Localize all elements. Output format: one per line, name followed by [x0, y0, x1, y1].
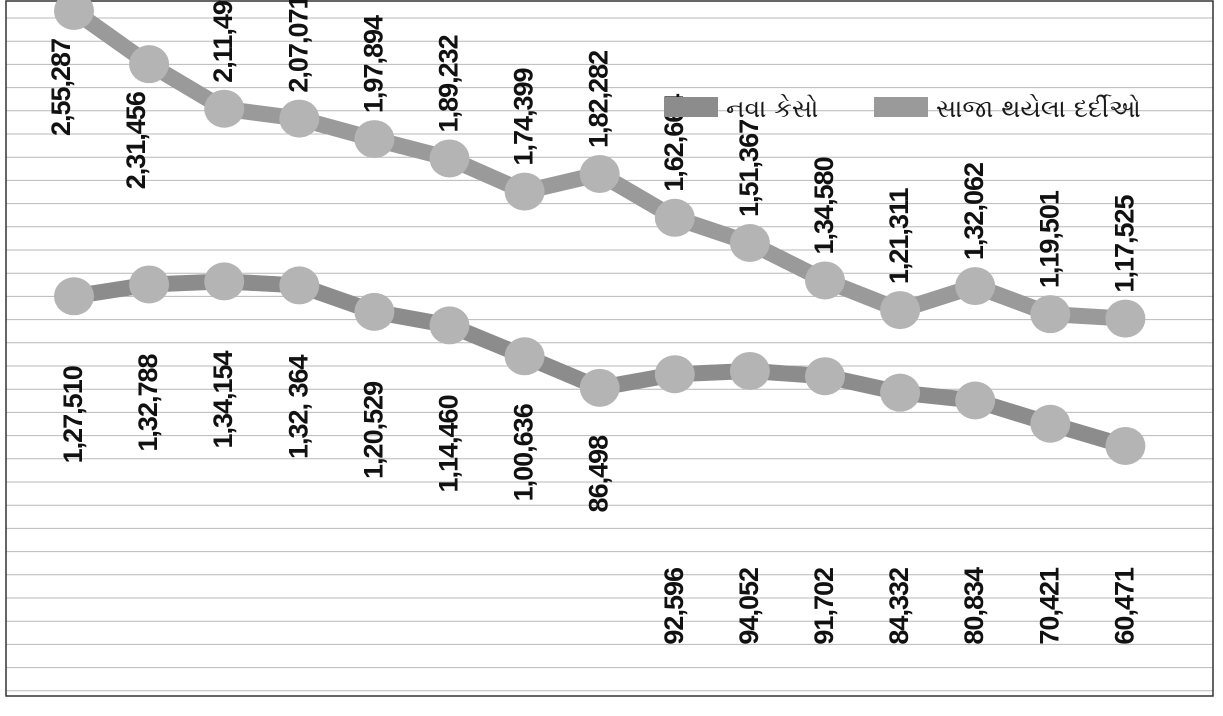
data-label-new-cases: 92,596: [659, 567, 689, 645]
marker-recovered: [204, 89, 245, 128]
marker-recovered: [354, 120, 395, 159]
marker-new-cases: [129, 265, 170, 304]
legend-label-recovered: સાજા થયેલા દર્દીઓ: [936, 94, 1141, 123]
marker-new-cases: [429, 306, 470, 345]
marker-recovered: [504, 172, 545, 211]
legend-swatch-new-cases: [664, 97, 718, 117]
marker-new-cases: [279, 266, 320, 305]
series-layer: [54, 0, 1146, 465]
marker-recovered: [1105, 299, 1146, 338]
marker-new-cases: [354, 292, 395, 331]
data-label-layer: 1,27,510 1,32,788 1,34,154 1,32, 364 1,20,52…: [46, 0, 1139, 645]
legend: નવા કેસો સાજા થયેલા દર્દીઓ: [664, 94, 1141, 123]
data-label-new-cases: 1,20,529: [358, 381, 388, 479]
marker-new-cases: [579, 368, 620, 407]
marker-new-cases: [880, 373, 921, 412]
data-label-recovered: 1,17,525: [1109, 194, 1139, 292]
marker-new-cases: [504, 337, 545, 376]
data-label-new-cases: 86,498: [584, 435, 614, 513]
marker-new-cases: [955, 381, 996, 420]
data-label-recovered: 1,19,501: [1034, 190, 1064, 288]
data-label-recovered: 2,31,456: [121, 91, 151, 189]
data-label-new-cases: 91,702: [809, 568, 839, 645]
legend-label-new-cases: નવા કેસો: [726, 94, 818, 123]
data-label-recovered: 1,74,399: [509, 67, 539, 165]
marker-new-cases: [1030, 404, 1071, 443]
data-label-new-cases: 70,421: [1034, 567, 1064, 645]
data-label-new-cases: 1,00,636: [509, 403, 539, 501]
data-label-new-cases: 1,32, 364: [283, 354, 313, 459]
marker-recovered: [805, 261, 845, 300]
legend-swatch-recovered: [874, 97, 928, 117]
marker-new-cases: [54, 277, 94, 316]
data-label-recovered: 1,97,894: [358, 15, 388, 113]
marker-recovered: [1030, 295, 1071, 334]
marker-recovered: [955, 267, 996, 306]
marker-recovered: [880, 291, 921, 330]
marker-new-cases: [1105, 426, 1146, 465]
marker-new-cases: [805, 357, 845, 396]
data-label-recovered: 1,32,062: [959, 163, 989, 260]
data-label-new-cases: 80,834: [959, 567, 989, 645]
data-label-new-cases: 1,27,510: [58, 366, 88, 463]
data-label-new-cases: 94,052: [734, 568, 764, 645]
marker-recovered: [579, 154, 620, 193]
data-label-recovered: 2,11,499: [208, 0, 238, 83]
marker-recovered: [429, 139, 470, 178]
data-label-new-cases: 84,332: [884, 568, 914, 645]
data-label-recovered: 1,34,580: [809, 157, 839, 254]
marker-recovered: [279, 99, 320, 138]
marker-recovered: [729, 223, 770, 262]
plot-frame: [5, 0, 1214, 697]
marker-recovered: [654, 198, 695, 237]
data-label-new-cases: 1,14,460: [434, 395, 464, 492]
data-label-recovered: 2,07,071: [283, 0, 313, 93]
data-label-recovered: 1,89,232: [434, 35, 464, 132]
marker-recovered: [54, 0, 94, 30]
marker-new-cases: [729, 351, 770, 390]
marker-new-cases: [654, 355, 695, 394]
data-label-new-cases: 1,32,788: [133, 354, 163, 452]
data-label-new-cases: 1,34,154: [208, 350, 238, 448]
data-label-recovered: 1,51,367: [734, 120, 764, 217]
data-label-recovered: 2,55,287: [46, 39, 76, 136]
data-label-recovered: 1,82,282: [584, 51, 614, 148]
marker-recovered: [129, 45, 170, 84]
data-label-recovered: 1,21,311: [884, 188, 914, 285]
data-label-new-cases: 60,471: [1109, 567, 1139, 645]
marker-new-cases: [204, 262, 245, 301]
